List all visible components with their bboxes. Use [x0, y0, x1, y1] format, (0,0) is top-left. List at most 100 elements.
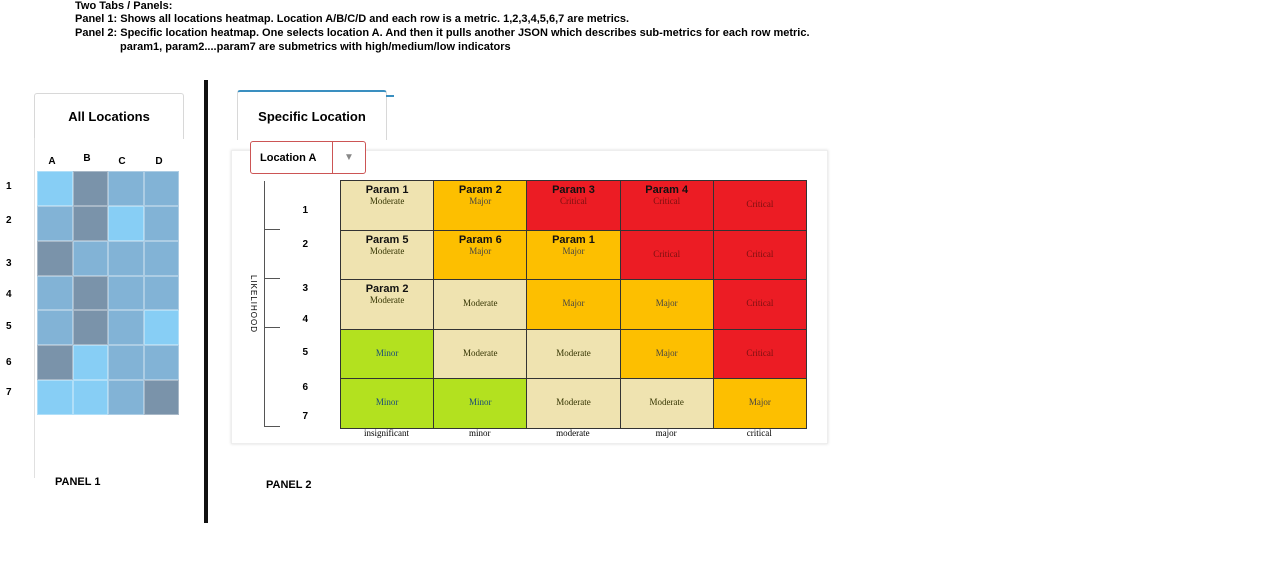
risk-cell[interactable]: Major: [619, 279, 714, 330]
x-label-insignificant: insignificant: [364, 428, 409, 438]
location-select[interactable]: Location A ▼: [250, 141, 366, 174]
risk-cell[interactable]: Critical: [712, 180, 807, 231]
param-label: Param 2: [365, 283, 409, 296]
level-label: Moderate: [369, 295, 405, 306]
location-select-value: Location A: [260, 151, 317, 164]
note-line-1: Two Tabs / Panels:: [75, 0, 173, 12]
heatmap-cell[interactable]: [72, 345, 108, 381]
param-label: Param 1: [365, 184, 409, 196]
heatmap-cell[interactable]: [108, 240, 144, 276]
y-tick-mark: [264, 426, 280, 427]
heatmap-cell[interactable]: [108, 380, 144, 415]
heatmap-cell[interactable]: [143, 205, 179, 241]
risk-cell[interactable]: Minor: [433, 378, 528, 429]
row-label-4: 4: [6, 289, 12, 300]
heatmap-cell[interactable]: [72, 240, 108, 276]
risk-cell[interactable]: Moderate: [433, 279, 528, 330]
level-label: Major: [748, 397, 771, 408]
heatmap-cell[interactable]: [72, 171, 108, 206]
level-label: Major: [469, 245, 492, 256]
level-label: Moderate: [463, 347, 498, 358]
level-label: Minor: [469, 397, 492, 408]
heatmap-cell[interactable]: [72, 275, 108, 311]
risk-cell[interactable]: Moderate: [619, 378, 714, 429]
heatmap-cell[interactable]: [143, 171, 179, 206]
risk-cell[interactable]: Param 2 Moderate: [340, 279, 435, 330]
heatmap-cell[interactable]: [108, 275, 144, 311]
all-locations-heatmap: [37, 171, 179, 415]
tab-all-locations-label: All Locations: [68, 109, 150, 124]
heatmap-cell[interactable]: [37, 205, 73, 241]
risk-cell[interactable]: Moderate: [526, 378, 621, 429]
risk-cell[interactable]: Critical: [619, 229, 714, 281]
note-line-2: Panel 1: Shows all locations heatmap. Lo…: [75, 13, 630, 25]
heatmap-cell[interactable]: [37, 171, 73, 206]
panel1-label: PANEL 1: [55, 476, 101, 488]
level-label: Moderate: [556, 397, 591, 408]
risk-cell[interactable]: Major: [526, 279, 621, 330]
risk-cell[interactable]: Param 3 Critical: [526, 180, 621, 231]
heatmap-cell[interactable]: [143, 240, 179, 276]
y-axis-label-wrap: LIKELIHOOD: [244, 275, 258, 335]
heatmap-cell[interactable]: [108, 345, 144, 381]
heatmap-cell[interactable]: [37, 345, 73, 381]
risk-cell[interactable]: Param 1 Major: [526, 229, 621, 281]
row-label-5: 5: [6, 321, 12, 332]
risk-cell[interactable]: Critical: [712, 328, 807, 380]
y-tick-mark: [264, 278, 280, 279]
heatmap-cell[interactable]: [72, 205, 108, 241]
heatmap-cell[interactable]: [143, 345, 179, 381]
heatmap-cell[interactable]: [143, 275, 179, 311]
level-label: Major: [469, 196, 492, 206]
risk-cell[interactable]: Critical: [712, 279, 807, 330]
risk-cell[interactable]: Param 4 Critical: [619, 180, 714, 231]
chevron-down-icon[interactable]: ▼: [344, 152, 354, 163]
risk-cell[interactable]: Param 5 Moderate: [340, 229, 435, 281]
heatmap-cell[interactable]: [108, 205, 144, 241]
level-label: Critical: [746, 347, 774, 358]
heatmap-cell[interactable]: [72, 310, 108, 346]
panel2-label: PANEL 2: [266, 479, 312, 491]
risk-cell[interactable]: Param 2 Major: [433, 180, 528, 231]
y-axis-line: [264, 181, 265, 427]
level-label: Critical: [746, 199, 774, 209]
tab-accent: [386, 95, 394, 97]
specific-location-heatmap: Param 1 Moderate Param 2 Major Param 3 Critic…: [340, 180, 807, 429]
x-label-minor: minor: [468, 428, 491, 438]
level-label: Minor: [375, 347, 399, 358]
heatmap-cell[interactable]: [143, 310, 179, 346]
risk-cell[interactable]: Moderate: [526, 328, 621, 380]
tab-specific-location[interactable]: Specific Location: [237, 90, 387, 140]
risk-cell[interactable]: Moderate: [433, 328, 528, 380]
risk-cell[interactable]: Critical: [712, 229, 807, 281]
heatmap-cell[interactable]: [108, 310, 144, 346]
panel-divider: [204, 80, 208, 523]
level-label: Moderate: [556, 347, 591, 358]
risk-cell[interactable]: Minor: [340, 328, 435, 380]
tab-all-locations[interactable]: All Locations: [34, 93, 184, 139]
risk-cell[interactable]: Param 1 Moderate: [340, 180, 435, 231]
row-label-1: 1: [6, 181, 12, 192]
heatmap-cell[interactable]: [72, 380, 108, 415]
y-tick-6: 6: [302, 382, 308, 393]
y-tick-3: 3: [302, 283, 308, 294]
risk-cell[interactable]: Major: [712, 378, 807, 429]
risk-cell[interactable]: Major: [619, 328, 714, 380]
heatmap-cell[interactable]: [37, 380, 73, 415]
column-header-d: D: [155, 156, 163, 167]
x-label-moderate: moderate: [556, 428, 590, 438]
panel1-border: [34, 138, 35, 478]
heatmap-cell[interactable]: [37, 275, 73, 311]
note-line-4: param1, param2....param7 are submetrics …: [120, 41, 511, 53]
level-label: Minor: [375, 397, 399, 408]
heatmap-cell[interactable]: [37, 310, 73, 346]
param-label: Param 2: [458, 184, 502, 196]
x-label-critical: critical: [746, 428, 772, 438]
heatmap-cell[interactable]: [108, 171, 144, 206]
heatmap-cell[interactable]: [37, 240, 73, 276]
column-header-c: C: [118, 156, 126, 167]
heatmap-cell[interactable]: [143, 380, 179, 415]
risk-cell[interactable]: Minor: [340, 378, 435, 429]
risk-cell[interactable]: Param 6 Major: [433, 229, 528, 281]
y-tick-2: 2: [302, 239, 308, 250]
